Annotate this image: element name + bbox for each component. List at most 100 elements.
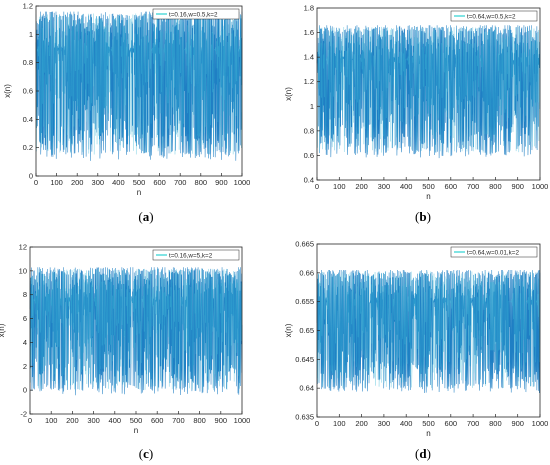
x-axis-label-d: n	[426, 429, 430, 438]
y-tick-label-a-3: 0.6	[23, 87, 33, 96]
x-tick-label-c-1: 100	[45, 416, 58, 425]
x-tick-label-a-4: 400	[112, 178, 125, 187]
y-tick-label-a-1: 0.2	[23, 143, 33, 152]
legend-box-a	[152, 8, 240, 20]
y-tick-label-b-2: 0.8	[304, 126, 314, 135]
y-tick-label-c-5: 8	[23, 290, 27, 299]
x-tick-label-d-8: 800	[489, 419, 502, 428]
chart-svg-b: 0 100 200 300 400 500 600 700 800 900 1000 0.4 0.6 0.…	[284, 4, 549, 202]
x-tick-label-b-3: 300	[378, 182, 391, 191]
x-tick-label-c-5: 500	[130, 416, 143, 425]
x-tick-label-d-1: 100	[333, 419, 346, 428]
y-tick-label-b-5: 1.4	[304, 53, 314, 62]
x-tick-label-b-1: 100	[333, 182, 346, 191]
x-tick-label-d-7: 700	[467, 419, 480, 428]
y-axis-label-d: x(n)	[284, 323, 293, 337]
series-overlay-b	[316, 26, 540, 153]
y-tick-label-b-6: 1.6	[304, 28, 314, 37]
x-tick-label-a-7: 700	[174, 178, 187, 187]
x-axis-label-c: n	[134, 426, 138, 435]
y-tick-label-c-2: 2	[23, 362, 27, 371]
legend-box-c	[152, 249, 240, 261]
chart-panel-a: 0 100 200 300 400 500 600 700 800 900 1000 0 0.2 0.4 0…	[0, 0, 275, 232]
y-tick-label-a-0: 0	[29, 172, 33, 181]
series-overlay-c	[29, 268, 242, 390]
y-tick-label-b-4: 1.2	[304, 77, 314, 86]
legend-label-b: t=0.64,w=0.5,k=2	[467, 13, 516, 20]
legend-label-c: t=0.16,w=5,k=2	[169, 252, 213, 259]
chart-svg-c: 0 100 200 300 400 500 600 700 800 900 1000-2024681…	[0, 243, 251, 436]
chart-panel-b: 0 100 200 300 400 500 600 700 800 900 1000 0.4 0.6 0.…	[275, 0, 550, 232]
y-tick-label-c-7: 12	[19, 243, 27, 252]
x-tick-label-b-4: 400	[400, 182, 413, 191]
legend-label-a: t=0.16,w=0.5,k=2	[169, 11, 218, 18]
y-tick-label-a-6: 1.2	[23, 2, 33, 11]
y-tick-label-d-0: 0.635	[295, 413, 314, 422]
x-tick-label-a-6: 600	[153, 178, 166, 187]
x-tick-label-b-5: 500	[422, 182, 435, 191]
chart-svg-a: 0 100 200 300 400 500 600 700 800 900 1000 0 0.2 0.4 0…	[3, 2, 251, 198]
x-tick-label-d-2: 200	[355, 419, 368, 428]
x-tick-label-a-10: 1000	[234, 178, 251, 187]
x-tick-label-b-0: 0	[315, 182, 319, 191]
x-tick-label-a-9: 900	[215, 178, 228, 187]
x-tick-label-c-9: 900	[215, 416, 228, 425]
x-tick-label-b-7: 700	[467, 182, 480, 191]
y-tick-label-d-1: 0.64	[299, 384, 314, 393]
y-tick-label-d-4: 0.655	[295, 297, 314, 306]
x-tick-label-c-6: 600	[151, 416, 164, 425]
x-tick-label-a-3: 300	[92, 178, 105, 187]
series-overlay-a	[35, 13, 242, 155]
legend-box-d	[450, 246, 538, 258]
x-tick-label-d-3: 300	[378, 419, 391, 428]
y-tick-label-c-4: 6	[23, 314, 27, 323]
legend-label-d: t=0.64,w=0.01,k=2	[467, 249, 519, 256]
x-tick-label-b-2: 200	[355, 182, 368, 191]
caption-a: (a)	[138, 209, 154, 224]
x-tick-label-b-9: 900	[511, 182, 524, 191]
x-tick-label-c-8: 800	[193, 416, 206, 425]
y-axis-label-c: x(n)	[0, 323, 6, 337]
y-tick-label-d-5: 0.66	[299, 268, 314, 277]
chart-svg-d: 0 100 200 300 400 500 600 700 800 900 1000 0.635 0.6…	[284, 240, 548, 439]
y-tick-label-c-1: 0	[23, 386, 27, 395]
y-tick-label-c-6: 10	[19, 266, 27, 275]
x-tick-label-c-0: 0	[28, 416, 32, 425]
x-tick-label-c-10: 1000	[234, 416, 251, 425]
caption-c: (c)	[138, 446, 154, 461]
x-tick-label-a-0: 0	[34, 178, 38, 187]
x-tick-label-d-6: 600	[445, 419, 458, 428]
y-tick-label-c-0: -2	[20, 410, 27, 419]
legend-box-b	[450, 10, 538, 22]
x-tick-label-c-2: 200	[66, 416, 79, 425]
y-tick-label-a-4: 0.8	[23, 58, 33, 67]
y-axis-label-a: x(n)	[3, 84, 12, 98]
x-tick-label-b-8: 800	[489, 182, 502, 191]
y-tick-label-b-3: 1	[310, 102, 314, 111]
y-tick-label-b-7: 1.8	[304, 4, 314, 13]
y-axis-label-b: x(n)	[284, 87, 293, 101]
chart-panel-d: 0 100 200 300 400 500 600 700 800 900 1000 0.635 0.6…	[275, 232, 550, 465]
x-tick-label-a-5: 500	[133, 178, 146, 187]
y-tick-label-d-3: 0.65	[299, 326, 314, 335]
series-overlay-d	[316, 271, 540, 388]
caption-d: (d)	[415, 446, 431, 461]
x-tick-label-b-6: 600	[445, 182, 458, 191]
y-tick-label-d-2: 0.645	[295, 355, 314, 364]
x-tick-label-d-4: 400	[400, 419, 413, 428]
x-tick-label-c-7: 700	[172, 416, 185, 425]
x-tick-label-a-1: 100	[50, 178, 63, 187]
x-tick-label-c-3: 300	[87, 416, 100, 425]
x-tick-label-d-0: 0	[315, 419, 319, 428]
y-tick-label-b-1: 0.6	[304, 151, 314, 160]
x-tick-label-b-10: 1000	[532, 182, 549, 191]
y-tick-label-c-3: 4	[23, 338, 27, 347]
x-tick-label-a-8: 800	[195, 178, 208, 187]
y-tick-label-b-0: 0.4	[304, 176, 314, 185]
x-tick-label-d-9: 900	[511, 419, 524, 428]
x-tick-label-c-4: 400	[109, 416, 122, 425]
x-axis-label-a: n	[137, 188, 141, 197]
x-tick-label-a-2: 200	[71, 178, 84, 187]
chart-panel-c: 0 100 200 300 400 500 600 700 800 900 1000 -2 0 2 4 6 8 1…	[0, 232, 275, 465]
caption-b: (b)	[415, 209, 431, 224]
